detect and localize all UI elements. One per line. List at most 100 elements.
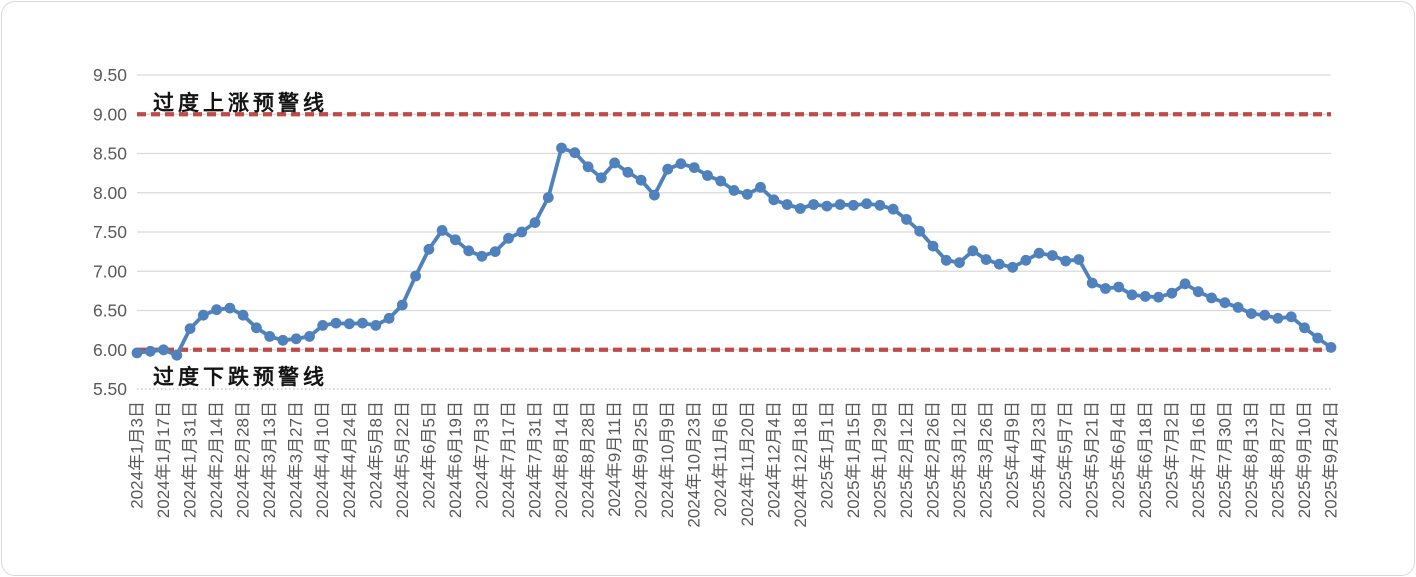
data-point-marker xyxy=(542,192,554,203)
series-line xyxy=(135,146,1333,358)
x-tick-label: 2024年8月28日 xyxy=(579,401,598,518)
x-tick-label: 2024年9月11日 xyxy=(605,401,624,517)
x-tick-label: 2025年9月10日 xyxy=(1295,401,1314,518)
x-tick-label: 2025年7月16日 xyxy=(1189,401,1208,518)
data-point-marker xyxy=(874,199,886,211)
data-series xyxy=(131,142,1337,361)
data-point-marker xyxy=(370,320,382,331)
y-tick-label: 9.00 xyxy=(93,104,127,124)
data-point-marker xyxy=(503,232,514,244)
data-point-marker xyxy=(277,334,289,346)
data-point-marker xyxy=(755,181,766,193)
data-point-marker xyxy=(383,312,395,324)
data-point-marker xyxy=(1299,322,1310,334)
data-point-marker xyxy=(834,199,846,210)
data-point-marker xyxy=(211,304,223,316)
data-point-marker xyxy=(1179,278,1191,290)
y-tick-label: 8.00 xyxy=(93,183,127,203)
data-point-marker xyxy=(980,254,992,265)
x-tick-label: 2025年4月23日 xyxy=(1030,401,1049,518)
data-point-marker xyxy=(556,142,567,154)
gridlines xyxy=(137,74,1331,390)
data-point-marker xyxy=(1073,254,1085,265)
x-tick-label: 2024年12月18日 xyxy=(791,401,810,528)
x-tick-label: 2024年11月6日 xyxy=(711,401,730,517)
data-point-marker xyxy=(1126,289,1138,301)
data-point-marker xyxy=(741,188,753,200)
data-point-marker xyxy=(450,234,461,246)
data-point-marker xyxy=(1246,308,1257,319)
x-tick-label: 2025年4月9日 xyxy=(1003,401,1022,509)
y-tick-label: 9.50 xyxy=(93,65,127,85)
data-point-marker xyxy=(1047,250,1058,261)
data-point-marker xyxy=(304,331,315,342)
y-tick-label: 8.50 xyxy=(93,144,127,164)
data-point-marker xyxy=(848,199,859,211)
data-point-marker xyxy=(927,240,939,252)
data-point-marker xyxy=(781,199,793,210)
data-point-marker xyxy=(330,317,342,329)
data-point-marker xyxy=(821,200,833,212)
y-tick-label: 7.00 xyxy=(93,261,127,281)
x-tick-label: 2025年6月18日 xyxy=(1136,401,1155,518)
data-point-marker xyxy=(144,345,156,357)
data-point-marker xyxy=(1206,292,1217,304)
x-tick-label: 2025年8月27日 xyxy=(1268,401,1287,518)
data-point-marker xyxy=(423,243,435,255)
data-point-marker xyxy=(595,172,607,184)
data-point-marker xyxy=(1192,286,1204,298)
lower-warning-label: 过度下跌预警线 xyxy=(153,366,328,389)
data-point-marker xyxy=(1285,311,1297,323)
data-point-marker xyxy=(171,349,183,361)
data-point-marker xyxy=(768,194,780,206)
data-point-marker xyxy=(1166,287,1178,299)
x-tick-label: 2024年5月8日 xyxy=(366,401,385,509)
x-axis-tick-labels: 2024年1月3日 2024年1月17日 2024年1月31日 2024年2月14日 2… xyxy=(128,401,1341,528)
data-point-marker xyxy=(1325,342,1337,353)
data-point-marker xyxy=(158,344,169,356)
upper-warning-label: 过度上涨预警线 xyxy=(153,92,328,115)
y-tick-label: 7.50 xyxy=(93,222,127,242)
x-tick-label: 2025年2月12日 xyxy=(897,401,916,518)
data-point-marker xyxy=(357,317,368,329)
data-point-marker xyxy=(489,246,501,257)
data-point-marker xyxy=(808,199,819,210)
data-point-marker xyxy=(343,318,355,330)
data-point-marker xyxy=(1272,312,1284,324)
data-point-marker xyxy=(728,185,740,196)
data-point-marker xyxy=(861,198,873,210)
data-point-marker xyxy=(715,175,727,187)
x-tick-label: 2024年9月25日 xyxy=(632,401,651,518)
x-tick-label: 2024年2月28日 xyxy=(234,401,253,518)
data-point-marker xyxy=(1100,283,1111,294)
data-point-marker xyxy=(688,162,700,174)
data-point-marker xyxy=(609,157,620,169)
warning-lines xyxy=(137,112,1331,352)
x-tick-label: 2024年4月24日 xyxy=(340,401,359,518)
data-point-marker xyxy=(1139,291,1151,302)
x-tick-label: 2024年8月14日 xyxy=(552,401,571,518)
y-tick-label: 6.50 xyxy=(93,301,127,321)
x-tick-label: 2024年11月20日 xyxy=(738,401,757,526)
data-point-marker xyxy=(436,225,448,236)
data-point-marker xyxy=(1020,254,1032,266)
data-point-marker xyxy=(410,270,421,282)
data-point-marker xyxy=(184,323,196,334)
x-tick-label: 2025年7月30日 xyxy=(1215,401,1234,518)
data-point-marker xyxy=(582,161,594,173)
data-point-marker xyxy=(463,245,475,257)
x-tick-label: 2024年5月22日 xyxy=(393,401,412,518)
data-point-marker xyxy=(237,309,249,321)
data-point-marker xyxy=(1086,277,1098,289)
data-point-marker xyxy=(649,189,660,201)
data-point-marker xyxy=(197,309,209,321)
x-tick-label: 2025年8月13日 xyxy=(1242,401,1261,518)
data-point-marker xyxy=(131,347,143,359)
data-point-marker xyxy=(635,174,647,186)
x-tick-label: 2024年10月9日 xyxy=(658,401,677,518)
data-point-marker xyxy=(1259,309,1271,321)
data-point-marker xyxy=(317,320,329,331)
data-point-marker xyxy=(569,147,581,159)
x-tick-label: 2025年3月12日 xyxy=(950,401,969,518)
